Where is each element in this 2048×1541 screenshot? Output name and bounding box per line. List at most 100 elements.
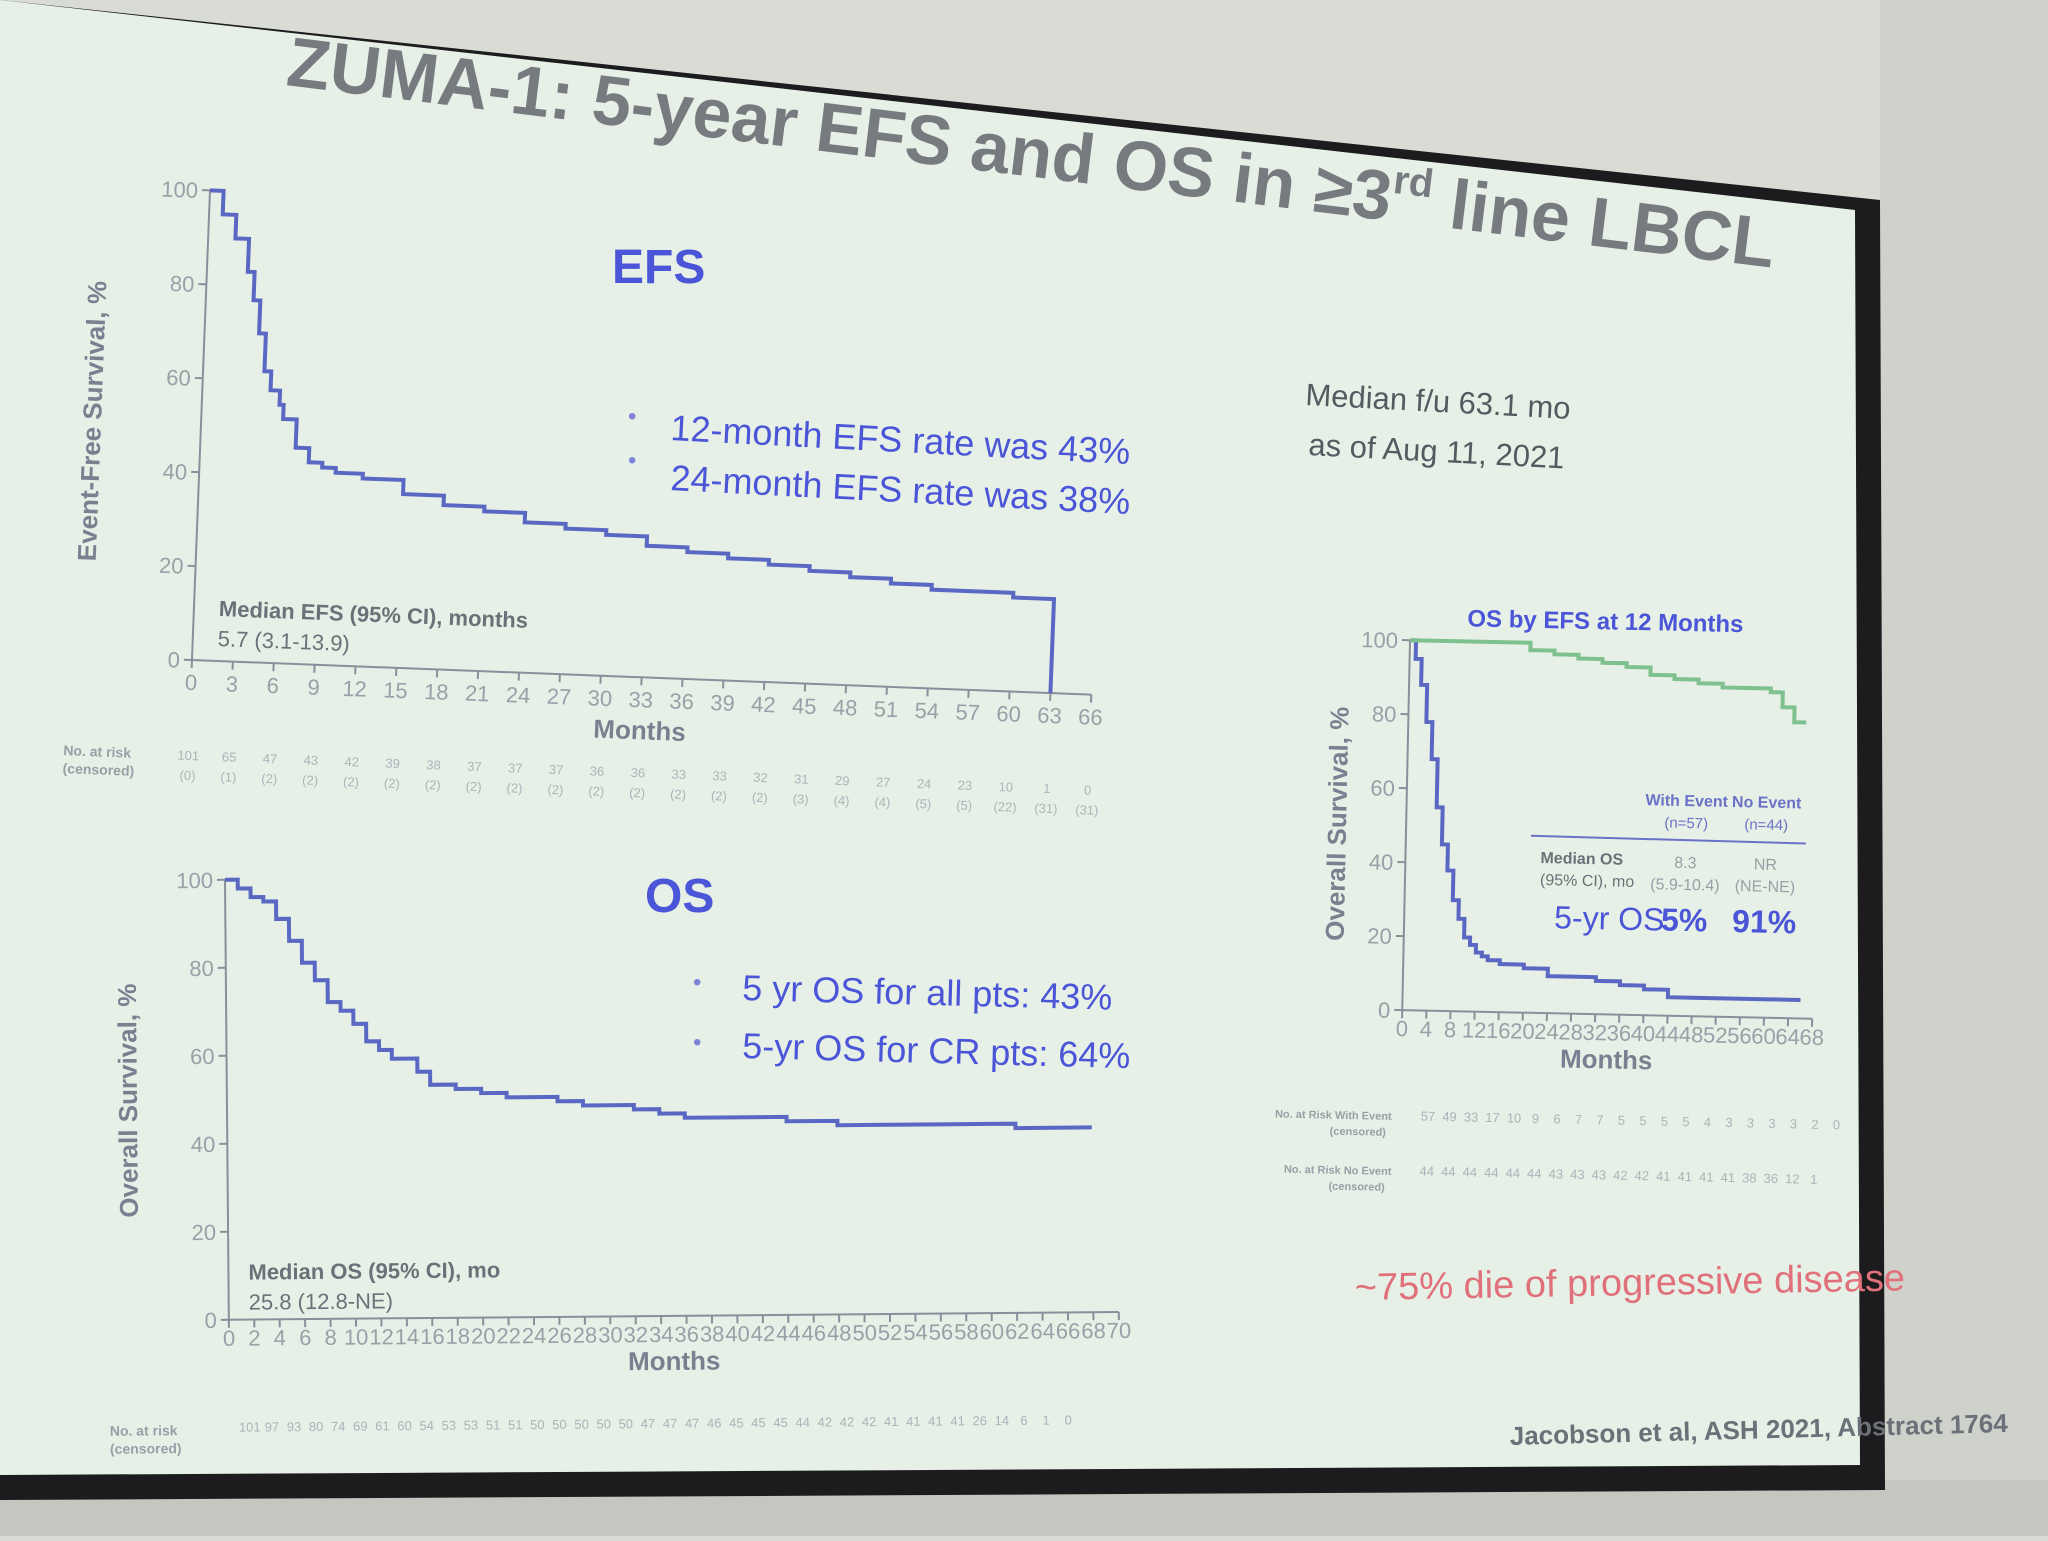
x-tick-label: 68 (1081, 1318, 1106, 1343)
x-tick-label: 30 (587, 685, 612, 711)
risk-no-count: 41 (1699, 1169, 1714, 1184)
risk-censored: (4) (833, 793, 849, 809)
risk-count: 0 (1084, 782, 1092, 797)
risk-count: 47 (685, 1416, 700, 1431)
x-tick-label: 15 (383, 677, 408, 703)
risk-censored: (1) (220, 769, 236, 785)
risk-censored: (2) (506, 780, 522, 796)
risk-count: 47 (663, 1416, 678, 1431)
x-tick-label: 50 (852, 1320, 877, 1345)
x-tick-label: 48 (827, 1320, 852, 1345)
risk-censored: (3) (792, 791, 808, 807)
risk-count: 101 (177, 748, 199, 764)
risk-censored: (2) (302, 772, 318, 788)
x-tick-label: 12 (342, 676, 367, 702)
x-tick-label: 64 (1775, 1024, 1800, 1050)
risk-count: 50 (530, 1417, 545, 1432)
risk-censored: (31) (1075, 802, 1099, 818)
risk-count: 33 (712, 768, 727, 784)
x-tick-label: 70 (1107, 1318, 1132, 1343)
os-median-value: 25.8 (12.8-NE) (249, 1288, 394, 1314)
risk-censored: (2) (465, 779, 481, 795)
x-tick-label: 42 (751, 1321, 776, 1346)
risk-count: 53 (442, 1418, 457, 1433)
y-tick-label: 80 (1372, 701, 1397, 727)
risk-no-count: 43 (1548, 1166, 1563, 1181)
risk-no-count: 36 (1763, 1171, 1778, 1186)
risk-count: 37 (549, 762, 564, 778)
risk-censored: (2) (261, 771, 277, 787)
risk-label: No. at risk (110, 1422, 178, 1439)
median-os-value: NR (1754, 856, 1777, 873)
risk-censored: (2) (752, 790, 768, 806)
risk-count: 36 (630, 765, 645, 781)
x-tick-label: 68 (1799, 1024, 1824, 1050)
x-tick-label: 12 (369, 1324, 394, 1349)
risk-no-count: 44 (1462, 1164, 1477, 1179)
risk-count: 36 (590, 763, 605, 779)
median-os-value: 8.3 (1674, 855, 1697, 872)
risk-with-label: No. at Risk With Event (1275, 1108, 1392, 1122)
x-tick-label: 16 (1486, 1018, 1511, 1044)
x-tick-label: 24 (505, 682, 530, 708)
risk-count: 0 (1064, 1412, 1071, 1427)
x-tick-label: 63 (1037, 703, 1062, 729)
risk-count: 61 (375, 1418, 390, 1433)
x-tick-label: 2 (248, 1325, 260, 1350)
x-tick-label: 60 (979, 1319, 1004, 1344)
x-tick-label: 54 (914, 698, 939, 724)
risk-censored: (2) (547, 782, 563, 798)
risk-label: No. at risk (63, 742, 131, 761)
x-tick-label: 10 (344, 1325, 369, 1350)
risk-count: 45 (751, 1415, 766, 1430)
risk-with-count: 49 (1442, 1109, 1457, 1124)
risk-no-count: 42 (1634, 1168, 1649, 1183)
x-tick-label: 20 (1510, 1018, 1535, 1044)
risk-count: 53 (464, 1418, 479, 1433)
y-tick-label: 60 (1370, 775, 1395, 801)
x-tick-label: 0 (184, 670, 197, 695)
risk-count: 41 (950, 1413, 965, 1428)
risk-count: 10 (998, 779, 1013, 795)
legend-n: (n=44) (1744, 816, 1788, 834)
risk-count: 32 (753, 770, 768, 786)
y-tick-label: 100 (161, 177, 199, 203)
risk-censored: (2) (711, 788, 727, 804)
x-tick-label: 46 (801, 1321, 826, 1346)
os-by-efs-title: OS by EFS at 12 Months (1467, 605, 1744, 638)
risk-count: 65 (222, 749, 237, 765)
x-tick-label: 0 (1395, 1016, 1408, 1041)
x-tick-label: 4 (274, 1325, 286, 1350)
y-tick-label: 20 (1367, 923, 1392, 949)
x-tick-label: 6 (299, 1325, 311, 1350)
legend-header: No Event (1732, 794, 1802, 812)
risk-no-count: 41 (1677, 1169, 1692, 1184)
risk-count: 33 (671, 767, 686, 783)
x-tick-label: 66 (1056, 1318, 1081, 1343)
x-tick-label: 51 (873, 696, 898, 722)
risk-with-count: 7 (1596, 1112, 1604, 1127)
risk-no-count: 1 (1810, 1172, 1818, 1187)
risk-count: 54 (419, 1418, 434, 1433)
x-tick-label: 36 (1606, 1020, 1631, 1046)
x-tick-label: 18 (445, 1324, 470, 1349)
five-yr-os-label: 5-yr OS (1554, 899, 1665, 937)
y-tick-label: 40 (1369, 849, 1394, 875)
x-tick-label: 8 (324, 1325, 336, 1350)
risk-no-count: 44 (1527, 1166, 1542, 1181)
risk-censored: (2) (629, 785, 645, 801)
risk-count: 41 (906, 1414, 921, 1429)
x-tick-label: 9 (307, 675, 320, 700)
y-tick-label: 40 (162, 459, 187, 485)
risk-with-count: 5 (1618, 1113, 1626, 1128)
risk-count: 50 (552, 1417, 567, 1432)
risk-count: 23 (957, 778, 972, 794)
risk-no-count: 44 (1419, 1164, 1434, 1179)
y-tick-label: 20 (159, 553, 184, 579)
risk-no-count: 43 (1570, 1167, 1585, 1182)
x-tick-label: 66 (1078, 704, 1103, 730)
y-tick-label: 20 (191, 1220, 216, 1245)
efs-label: EFS (612, 241, 705, 294)
risk-count: 27 (876, 774, 891, 790)
